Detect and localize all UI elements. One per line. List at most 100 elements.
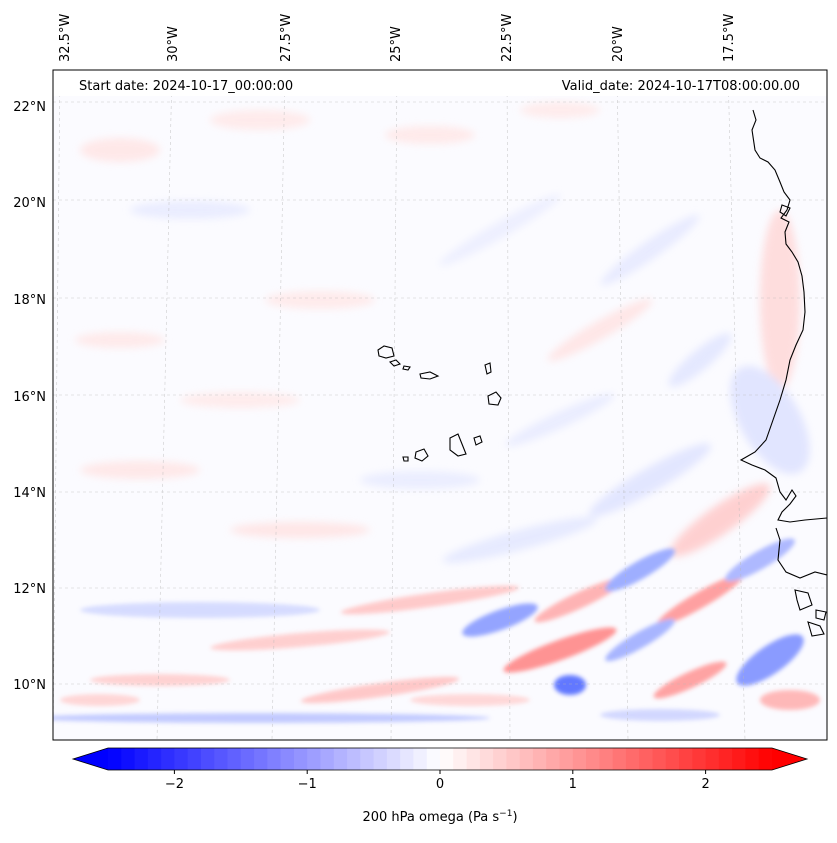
colorbar-segment	[187, 748, 202, 770]
map-frame	[52, 69, 828, 741]
colorbar-segment	[453, 748, 468, 770]
colorbar: −2 −1 0 1 2 200 hPa omega (Pa s−1)	[71, 747, 809, 825]
colorbar-segment	[546, 748, 561, 770]
colorbar-segment	[147, 748, 162, 770]
lat-label: 20°N	[13, 196, 46, 211]
colorbar-segment	[227, 748, 242, 770]
colorbar-extend-low	[73, 748, 108, 770]
colorbar-extend-high	[772, 748, 807, 770]
colorbar-tick-label: 1	[569, 777, 577, 792]
island-santiago	[449, 433, 467, 457]
colorbar-segment	[240, 748, 255, 770]
map-background	[53, 70, 827, 740]
lon-label: 25°W	[389, 26, 404, 62]
colorbar-segment	[466, 748, 481, 770]
colorbar-segment	[280, 748, 295, 770]
colorbar-tick-label: 0	[436, 777, 444, 792]
island-santo-antao	[377, 345, 395, 359]
colorbar-segment	[493, 748, 507, 770]
lat-label: 14°N	[13, 486, 46, 501]
colorbar-title-close: )	[512, 810, 517, 825]
colorbar-segment	[426, 748, 441, 770]
colorbar-tick-label: −2	[165, 777, 184, 792]
colorbar-segment	[532, 748, 547, 770]
colorbar-segment	[121, 748, 136, 770]
lon-label: 32.5°W	[58, 14, 73, 62]
colorbar-segment	[108, 748, 122, 770]
colorbar-segment	[174, 748, 189, 770]
coast-islet-2	[815, 609, 827, 621]
colorbar-segment	[718, 748, 733, 770]
colorbar-segment	[134, 748, 149, 770]
lat-label: 10°N	[13, 678, 46, 693]
colorbar-segment	[307, 748, 322, 770]
colorbar-segment	[652, 748, 667, 770]
island-santa-luzia	[402, 365, 411, 371]
colorbar-segment	[440, 748, 454, 770]
omega-field	[53, 102, 820, 723]
colorbar-segment	[692, 748, 707, 770]
colorbar-segment	[386, 748, 401, 770]
colorbar-segment	[254, 748, 268, 770]
colorbar-segment	[745, 748, 760, 770]
date-strip	[53, 70, 827, 96]
colorbar-segment	[586, 748, 600, 770]
colorbar-segment	[559, 748, 574, 770]
lat-label: 18°N	[13, 293, 46, 308]
longitude-labels: 32.5°W 30°W 27.5°W 25°W 22.5°W 20°W 17.5…	[58, 14, 737, 62]
colorbar-segment	[612, 748, 627, 770]
coastlines	[377, 109, 827, 637]
lat-label: 12°N	[13, 582, 46, 597]
colorbar-segment	[572, 748, 587, 770]
colorbar-tick-label: 2	[701, 777, 709, 792]
colorbar-segment	[479, 748, 494, 770]
latitude-labels: 22°N 20°N 18°N 16°N 14°N 12°N 10°N	[13, 100, 46, 693]
colorbar-segments	[108, 748, 773, 770]
colorbar-segment	[214, 748, 229, 770]
island-brava	[402, 456, 409, 462]
colorbar-segment	[267, 748, 282, 770]
island-maio	[473, 435, 483, 446]
colorbar-ticks: −2 −1 0 1 2	[165, 770, 710, 792]
start-date: Start date: 2024-10-17_00:00:00	[79, 79, 293, 94]
colorbar-segment	[293, 748, 308, 770]
island-fogo	[414, 448, 429, 462]
lat-label: 16°N	[13, 390, 46, 405]
colorbar-outline	[71, 747, 809, 771]
colorbar-segment	[625, 748, 640, 770]
island-boa-vista	[487, 391, 502, 406]
colorbar-segment	[758, 748, 773, 770]
colorbar-segment	[665, 748, 680, 770]
coast-bijagos	[794, 589, 813, 611]
colorbar-segment	[639, 748, 654, 770]
colorbar-segment	[519, 748, 534, 770]
lon-label: 30°W	[166, 26, 181, 62]
colorbar-title-main: 200 hPa omega (Pa s	[362, 810, 499, 825]
coast-south	[775, 527, 827, 579]
coast-inlet	[779, 204, 791, 217]
colorbar-title: 200 hPa omega (Pa s−1)	[362, 809, 517, 825]
colorbar-tick-label: −1	[298, 777, 317, 792]
africa-coast	[739, 109, 827, 523]
colorbar-segment	[679, 748, 693, 770]
colorbar-segment	[506, 748, 521, 770]
colorbar-segment	[360, 748, 375, 770]
colorbar-segment	[320, 748, 335, 770]
colorbar-segment	[373, 748, 388, 770]
colorbar-segment	[200, 748, 215, 770]
lon-label: 20°W	[611, 26, 626, 62]
colorbar-segment	[161, 748, 175, 770]
valid-date: Valid_date: 2024-10-17T08:00:00.00	[562, 79, 800, 94]
lon-label: 22.5°W	[500, 14, 515, 62]
colorbar-title-exponent: −1	[499, 809, 512, 819]
island-sao-nicolau	[419, 371, 440, 380]
colorbar-segment	[333, 748, 348, 770]
colorbar-segment	[347, 748, 361, 770]
lat-label: 22°N	[13, 100, 46, 115]
colorbar-segment	[705, 748, 720, 770]
colorbar-segment	[732, 748, 747, 770]
island-sao-vicente	[388, 359, 402, 367]
colorbar-segment	[599, 748, 614, 770]
lon-label: 17.5°W	[722, 14, 737, 62]
